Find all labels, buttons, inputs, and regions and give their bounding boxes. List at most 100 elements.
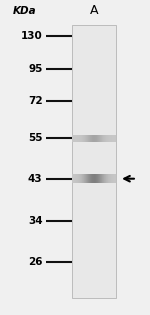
Bar [89, 174, 90, 183]
Bar [96, 135, 97, 142]
Bar [86, 174, 87, 183]
Bar [89, 135, 90, 142]
Bar [94, 135, 95, 142]
Bar [92, 135, 93, 142]
Bar [76, 174, 77, 183]
Bar [103, 174, 104, 183]
Bar [103, 135, 104, 142]
Bar [83, 135, 84, 142]
Bar [87, 135, 88, 142]
Bar [103, 174, 104, 183]
Bar [109, 135, 110, 142]
Bar [98, 174, 99, 183]
Bar [88, 135, 89, 142]
Bar [102, 135, 103, 142]
Bar [110, 174, 111, 183]
Bar [81, 135, 82, 142]
Bar [96, 174, 97, 183]
Bar [83, 174, 84, 183]
Bar [72, 174, 73, 183]
Bar [85, 174, 86, 183]
Bar [104, 135, 105, 142]
Bar [110, 135, 111, 142]
Bar [88, 174, 89, 183]
Bar [111, 135, 112, 142]
Bar [101, 135, 102, 142]
Bar [77, 135, 78, 142]
Bar [106, 135, 107, 142]
Bar [112, 135, 113, 142]
Text: 26: 26 [28, 257, 43, 267]
Bar [100, 174, 101, 183]
Bar [99, 135, 100, 142]
Bar [104, 174, 105, 183]
Bar [81, 174, 82, 183]
Bar [94, 174, 95, 183]
Bar [75, 174, 76, 183]
Bar [108, 135, 109, 142]
Bar [99, 174, 100, 183]
Bar [74, 135, 75, 142]
Bar [98, 135, 99, 142]
Bar [105, 174, 106, 183]
Bar [77, 174, 78, 183]
Bar [84, 174, 85, 183]
Bar [107, 174, 108, 183]
Bar [80, 174, 81, 183]
Bar [102, 174, 103, 183]
Bar [100, 135, 101, 142]
Bar [106, 174, 107, 183]
Bar [82, 174, 83, 183]
Bar [74, 174, 75, 183]
Bar [113, 174, 114, 183]
Text: 72: 72 [28, 96, 43, 106]
Bar [85, 135, 86, 142]
Bar [92, 174, 93, 183]
Bar [80, 135, 81, 142]
Bar [101, 174, 102, 183]
Bar [72, 135, 73, 142]
Bar [78, 135, 79, 142]
FancyBboxPatch shape [72, 25, 116, 298]
Bar [114, 135, 115, 142]
Bar [95, 174, 96, 183]
Bar [107, 135, 108, 142]
Bar [91, 174, 92, 183]
Bar [86, 135, 87, 142]
Bar [115, 174, 116, 183]
Bar [108, 174, 109, 183]
Text: KDa: KDa [13, 6, 37, 16]
Bar [114, 174, 115, 183]
Text: 55: 55 [28, 133, 43, 143]
Bar [105, 135, 106, 142]
Bar [111, 174, 112, 183]
Bar [95, 135, 96, 142]
Bar [103, 135, 104, 142]
Text: 43: 43 [28, 174, 43, 184]
Text: 130: 130 [21, 31, 43, 41]
Text: A: A [90, 4, 98, 17]
Bar [112, 174, 113, 183]
Bar [97, 135, 98, 142]
Bar [115, 135, 116, 142]
Bar [82, 135, 83, 142]
Bar [73, 174, 74, 183]
Bar [91, 135, 92, 142]
Bar [90, 174, 91, 183]
Bar [90, 135, 91, 142]
Bar [73, 135, 74, 142]
Text: 95: 95 [28, 64, 43, 74]
Bar [87, 174, 88, 183]
Bar [78, 174, 79, 183]
Bar [79, 174, 80, 183]
Bar [93, 174, 94, 183]
Bar [79, 135, 80, 142]
Bar [76, 135, 77, 142]
Bar [113, 135, 114, 142]
Bar [84, 135, 85, 142]
Bar [75, 135, 76, 142]
Text: 34: 34 [28, 215, 43, 226]
Bar [97, 174, 98, 183]
Bar [93, 135, 94, 142]
Bar [109, 174, 110, 183]
